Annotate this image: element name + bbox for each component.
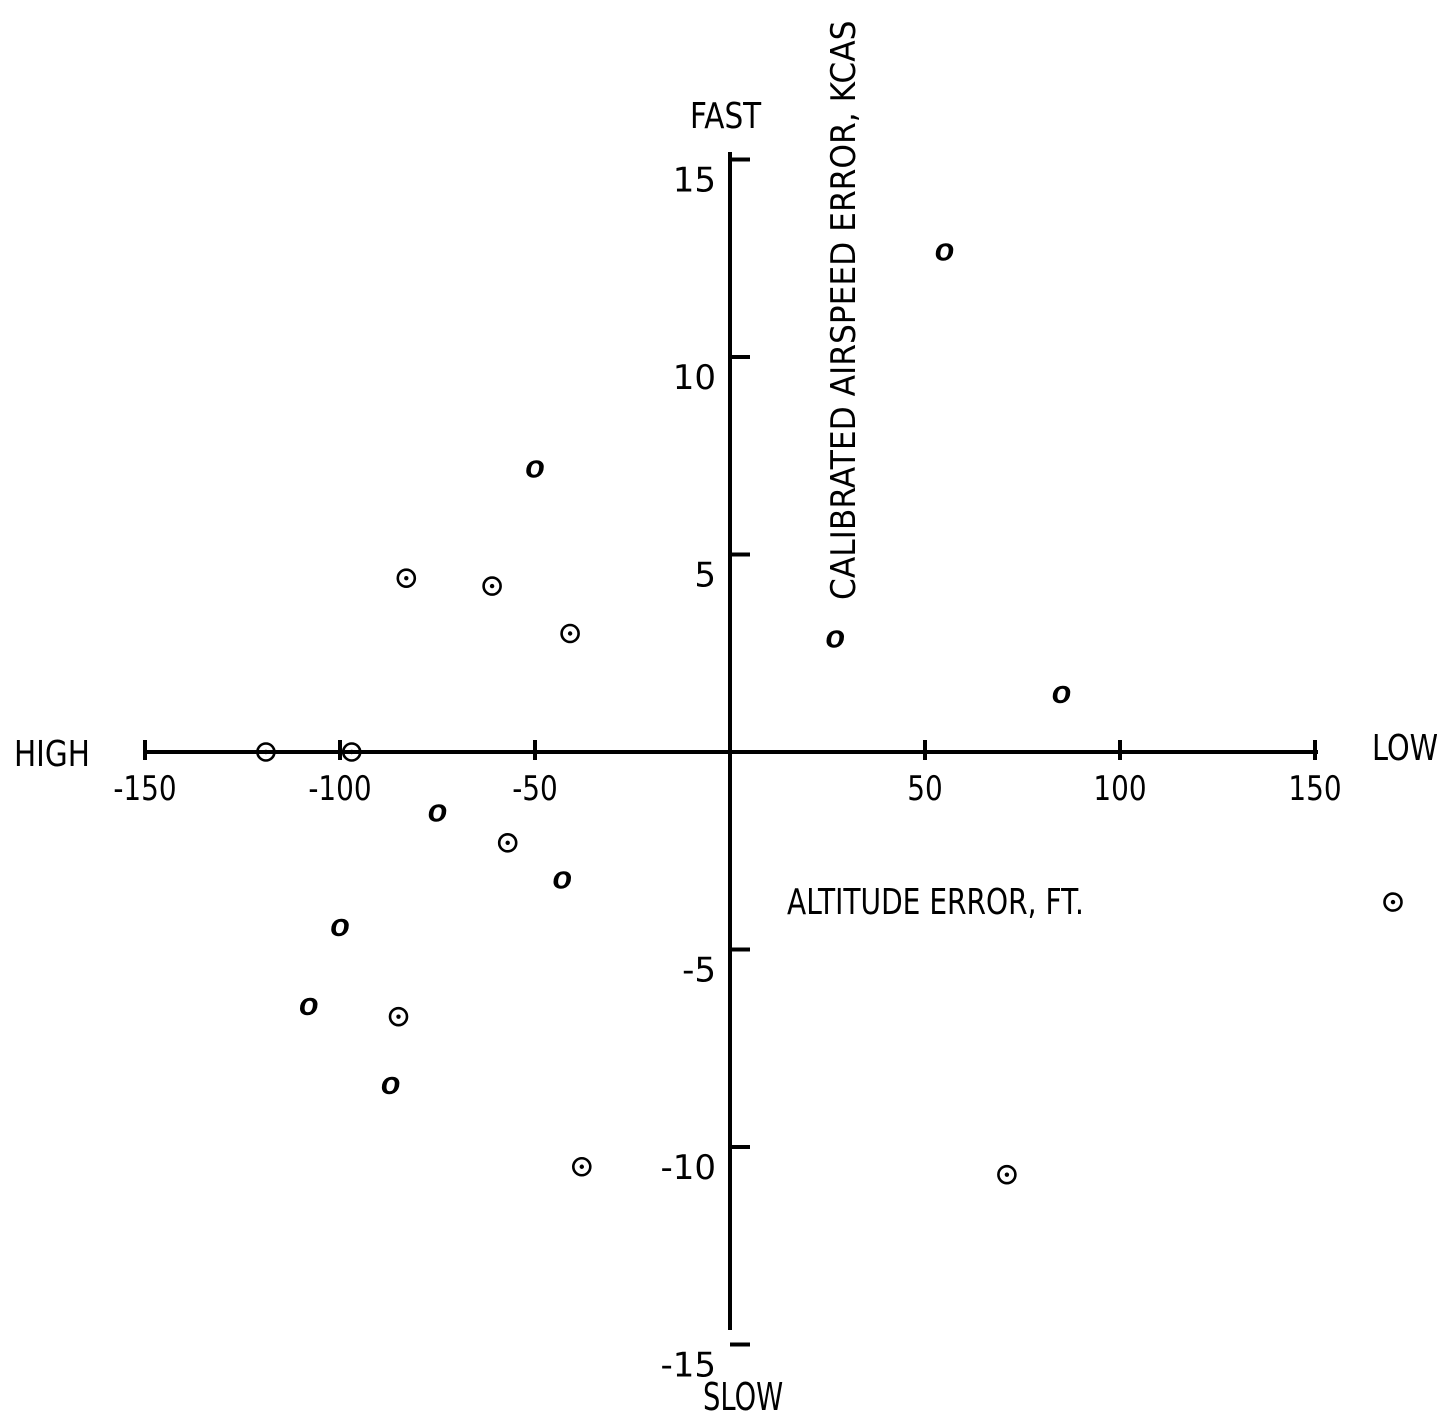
data-points: o o o o o o o o o — [256, 231, 1403, 1185]
y-tick-label: 5 — [694, 556, 716, 596]
open-circle-point: o — [553, 859, 573, 895]
x-tick-label: 100 — [1093, 769, 1146, 808]
open-circle-point: o — [525, 449, 545, 485]
axis-end-label-right: LOW — [1372, 727, 1437, 769]
y-tick-label: -10 — [660, 1148, 716, 1188]
dotted-circle-point — [997, 1164, 1017, 1185]
point-dot — [263, 749, 269, 755]
dotted-circle-point — [256, 742, 276, 762]
y-ticks: 15 10 5 -5 -10 -15 — [660, 157, 750, 1386]
open-circle-point: o — [381, 1065, 401, 1101]
point-ring — [571, 1156, 592, 1177]
y-tick-label: 15 — [673, 161, 716, 201]
point-dot — [349, 749, 354, 755]
point-ring — [497, 833, 518, 853]
open-circle-point: o — [299, 986, 319, 1022]
dotted-circle-point — [560, 623, 580, 644]
x-tick-label: 150 — [1288, 769, 1341, 808]
point-ring — [560, 623, 580, 644]
point-ring — [256, 742, 276, 762]
dotted-circle-point — [388, 1006, 409, 1027]
axis-end-label-left: HIGH — [14, 732, 90, 775]
x-tick-label: 50 — [907, 769, 942, 808]
dotted-circle-point — [482, 576, 502, 596]
point-ring — [396, 568, 417, 589]
point-dot — [579, 1164, 584, 1169]
point-ring — [997, 1164, 1017, 1185]
x-tick-label: -150 — [113, 769, 176, 808]
x-ticks: -150 -100 -50 50 100 150 — [113, 740, 1342, 809]
open-circle-point: o — [1052, 674, 1072, 710]
dotted-circle-point — [571, 1156, 592, 1177]
axis-end-label-top: FAST — [690, 94, 762, 137]
x-axis-title: ALTITUDE ERROR, FT. — [787, 881, 1084, 923]
point-dot — [404, 576, 409, 581]
point-ring — [1383, 892, 1403, 912]
dotted-circle-point — [396, 568, 417, 589]
point-ring — [388, 1006, 409, 1027]
dotted-circle-point — [1383, 892, 1403, 912]
y-tick-label: -5 — [682, 951, 716, 991]
point-dot — [505, 840, 510, 846]
dotted-circle-point — [497, 833, 518, 853]
point-dot — [489, 583, 495, 589]
point-dot — [1390, 899, 1396, 905]
open-circle-point: o — [428, 792, 448, 828]
x-tick-label: -50 — [512, 769, 558, 808]
y-axis-title: CALIBRATED AIRSPEED ERROR, KCAS — [824, 21, 864, 600]
x-tick-label: -100 — [308, 769, 371, 808]
open-circle-point: o — [826, 618, 846, 654]
y-tick-label: 10 — [673, 358, 716, 398]
point-dot — [396, 1014, 401, 1019]
open-circle-point: o — [935, 231, 955, 267]
y-tick-label: -15 — [660, 1346, 716, 1386]
dotted-circle-point — [341, 742, 362, 762]
point-ring — [482, 576, 502, 596]
axis-end-label-bottom: SLOW — [703, 1374, 783, 1417]
open-circle-point: o — [330, 907, 350, 943]
point-dot — [1004, 1172, 1010, 1177]
point-dot — [567, 631, 573, 636]
point-ring — [341, 742, 362, 762]
